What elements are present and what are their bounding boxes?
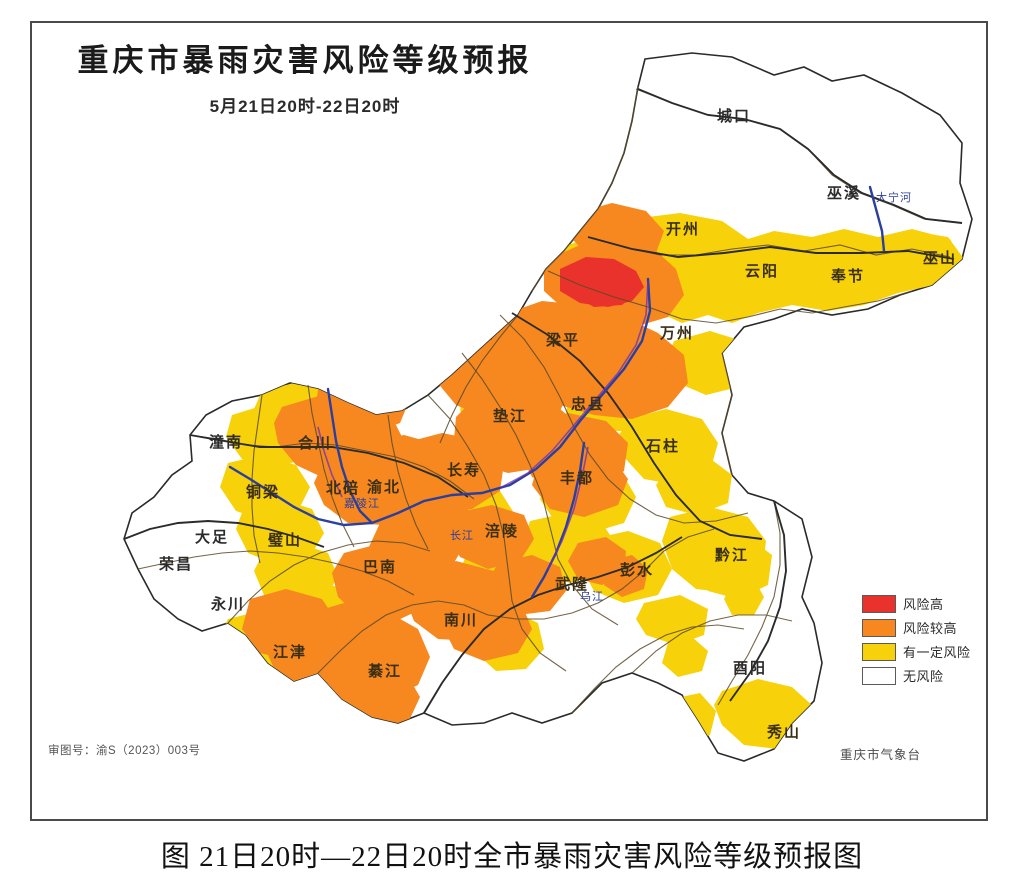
county-label-jiangjin: 江津 bbox=[273, 643, 307, 661]
river-label-wujiang: 乌江 bbox=[580, 589, 604, 603]
county-label-group: 城口 巫溪 巫山 开州 云阳 奉节 万州 梁平 忠县 石柱 垫江 长寿 丰都 涪… bbox=[158, 107, 957, 741]
river-label-daninghe: 大宁河 bbox=[876, 190, 912, 204]
page-subtitle: 5月21日20时-22日20时 bbox=[209, 97, 401, 116]
county-label-yongchuan: 永川 bbox=[210, 595, 245, 613]
risk-zone-fairly-high bbox=[242, 203, 688, 757]
river-label-changjiang: 长江 bbox=[450, 529, 474, 542]
county-label-fengdu: 丰都 bbox=[560, 469, 594, 487]
county-label-wanzhou: 万州 bbox=[659, 325, 694, 342]
page-title: 重庆市暴雨灾害风险等级预报 bbox=[77, 43, 533, 78]
chongqing-risk-map: 城口 巫溪 巫山 开州 云阳 奉节 万州 梁平 忠县 石柱 垫江 长寿 丰都 涪… bbox=[123, 52, 973, 762]
river-label-jialingjiang: 嘉陵江 bbox=[344, 496, 380, 510]
county-label-beibei: 北碚 bbox=[326, 479, 360, 497]
county-label-youyang: 酉阳 bbox=[733, 660, 767, 677]
risk-legend: 风险高 风险较高 有一定风险 无风险 bbox=[862, 592, 982, 688]
county-label-zhongxian: 忠县 bbox=[571, 395, 605, 413]
figure-caption: 图 21日20时—22日20时全市暴雨灾害风险等级预报图 bbox=[160, 841, 864, 873]
county-label-yunyang: 云阳 bbox=[745, 263, 779, 280]
county-label-hechuan: 合川 bbox=[297, 434, 332, 452]
legend-item-some: 有一定风险 bbox=[862, 640, 982, 663]
legend-item-fairly-high: 风险较高 bbox=[862, 616, 982, 639]
legend-label-some: 有一定风险 bbox=[903, 645, 971, 660]
prefecture-boundaries bbox=[123, 88, 963, 714]
county-label-tongliang: 铜梁 bbox=[246, 483, 280, 501]
legend-label-high: 风险高 bbox=[903, 597, 944, 612]
county-boundaries bbox=[137, 86, 961, 714]
county-label-nanchuan: 南川 bbox=[444, 611, 478, 629]
risk-fill-layer bbox=[218, 203, 964, 757]
county-label-banan: 巴南 bbox=[363, 558, 397, 576]
county-label-fengjie: 奉节 bbox=[830, 267, 865, 285]
county-label-dazu: 大足 bbox=[195, 528, 229, 546]
legend-item-none: 无风险 bbox=[862, 664, 982, 687]
county-label-qijiang: 綦江 bbox=[367, 662, 402, 680]
legend-swatch-fairly-high bbox=[862, 618, 896, 637]
legend-swatch-some bbox=[862, 642, 896, 661]
legend-swatch-high bbox=[862, 594, 896, 613]
county-label-pengshui: 彭水 bbox=[620, 561, 654, 579]
county-label-shizhu: 石柱 bbox=[645, 437, 680, 455]
county-label-changshou: 长寿 bbox=[447, 461, 481, 479]
county-label-rongchang: 荣昌 bbox=[158, 555, 193, 573]
county-label-wushan: 巫山 bbox=[923, 250, 957, 267]
river-label-group: 大宁河 长江 嘉陵江 乌江 bbox=[344, 190, 912, 603]
legend-swatch-none bbox=[862, 666, 896, 685]
county-label-chengkou: 城口 bbox=[717, 107, 751, 125]
county-label-yubei: 渝北 bbox=[367, 478, 401, 496]
river-lines bbox=[228, 185, 886, 599]
legend-label-none: 无风险 bbox=[903, 669, 944, 684]
county-label-liangping: 梁平 bbox=[545, 331, 580, 349]
county-label-bishan: 璧山 bbox=[268, 531, 302, 549]
map-approval-number: 审图号：渝S（2023）003号 bbox=[48, 745, 201, 757]
map-publisher: 重庆市气象台 bbox=[840, 748, 922, 762]
county-label-wuxi: 巫溪 bbox=[827, 184, 861, 202]
river-accent-lines bbox=[317, 280, 649, 570]
county-label-dianjiang: 垫江 bbox=[493, 407, 527, 425]
county-label-xiushan: 秀山 bbox=[766, 723, 801, 741]
county-label-tongnan: 潼南 bbox=[209, 433, 243, 451]
county-label-kaizhou: 开州 bbox=[666, 221, 700, 238]
county-label-qianjiang: 黔江 bbox=[715, 546, 749, 564]
county-label-fuling: 涪陵 bbox=[485, 522, 519, 540]
legend-item-high: 风险高 bbox=[862, 592, 982, 615]
legend-label-fairly-high: 风险较高 bbox=[903, 621, 958, 636]
county-label-wulong: 武隆 bbox=[555, 575, 589, 593]
